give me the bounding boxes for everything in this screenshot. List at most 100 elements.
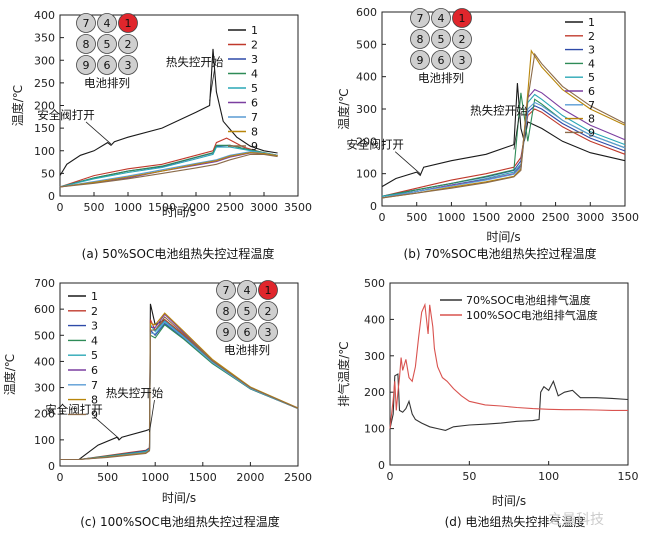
x-tick-label: 3000 [250, 201, 278, 214]
y-tick-label: 300 [356, 103, 377, 116]
legend-label: 70%SOC电池组排气温度 [466, 293, 591, 307]
legend-label: 1 [588, 16, 595, 29]
battery-cell [216, 322, 236, 342]
panel-caption: (a) 50%SOC电池组热失控过程温度 [82, 246, 275, 261]
annotation-label: 热失控开始 [166, 55, 224, 69]
x-tick-label: 0 [57, 471, 64, 484]
y-tick-label: 500 [356, 38, 377, 51]
x-tick-label: 1500 [472, 211, 500, 224]
x-axis-title: 时间/s [486, 230, 520, 244]
battery-cell [76, 34, 96, 54]
chart-panel-a: 0 500 1000 1500 2000 2500 3000 3500 0 50 100 150 200… [10, 9, 312, 261]
battery-cell-number: 5 [244, 305, 251, 318]
battery-cell-number: 6 [104, 59, 111, 72]
y-tick-label: 400 [364, 313, 385, 326]
x-tick-label: 500 [84, 201, 105, 214]
y-tick-label: 200 [34, 408, 55, 421]
battery-cell-number: 9 [417, 54, 424, 67]
battery-cell-number: 4 [104, 17, 111, 30]
y-tick-label: 200 [364, 386, 385, 399]
x-tick-label: 3500 [611, 211, 639, 224]
y-axis-title: 温度/℃ [10, 85, 25, 127]
y-tick-label: 150 [34, 122, 55, 135]
battery-cell [431, 50, 451, 70]
series-line-2 [389, 302, 628, 429]
battery-cell [431, 29, 451, 49]
battery-cell [452, 29, 472, 49]
battery-cell [216, 280, 236, 300]
legend-label: 9 [91, 408, 98, 421]
panel-caption: (c) 100%SOC电池组热失控过程温度 [80, 514, 280, 529]
x-axis-title: 时间/s [162, 491, 196, 505]
y-axis-title: 温度/℃ [2, 354, 17, 396]
legend-label: 4 [588, 57, 595, 70]
battery-cell [410, 50, 430, 70]
battery-cell-number: 5 [438, 33, 445, 46]
annotation-arrow [209, 68, 215, 102]
panel-caption: (d) 电池组热失控排气温度 [445, 514, 586, 529]
chart-panel-b: 0 500 1000 1500 2000 2500 3000 3500010020030040… [336, 6, 639, 261]
legend-label: 5 [251, 82, 258, 95]
legend-label: 6 [588, 85, 595, 98]
annotation-arrow [513, 117, 520, 150]
y-tick-label: 250 [34, 77, 55, 90]
annotation-label: 热失控开始 [106, 386, 164, 400]
battery-cell [258, 280, 278, 300]
battery-grid-label: 电池排列 [84, 76, 130, 90]
y-tick-label: 100 [34, 145, 55, 158]
battery-cell [118, 34, 138, 54]
legend-label: 8 [251, 126, 258, 139]
battery-cell-number: 7 [83, 17, 90, 30]
battery-cell [97, 34, 117, 54]
y-tick-label: 400 [34, 9, 55, 22]
battery-grid-label: 电池排列 [418, 71, 464, 85]
series-line-4 [59, 144, 278, 188]
x-tick-label: 2500 [216, 201, 244, 214]
battery-cell [410, 8, 430, 28]
legend-label: 3 [91, 320, 98, 333]
legend-label: 100%SOC电池组排气温度 [466, 308, 598, 322]
y-tick-label: 300 [364, 350, 385, 363]
x-tick-label: 500 [406, 211, 427, 224]
annotation-arrow [85, 121, 112, 145]
battery-cell-number: 6 [438, 54, 445, 67]
legend-label: 4 [91, 334, 98, 347]
annotation-arrow [394, 151, 421, 174]
battery-cell-number: 8 [83, 38, 90, 51]
battery-cell-number: 2 [265, 305, 272, 318]
series-line-5 [59, 146, 278, 188]
battery-cell-number: 1 [459, 12, 466, 25]
x-tick-label: 3500 [284, 201, 312, 214]
x-tick-label: 0 [387, 470, 394, 483]
battery-cell-number: 7 [417, 12, 424, 25]
y-tick-label: 0 [370, 200, 377, 213]
legend-label: 6 [251, 97, 258, 110]
battery-cell [237, 280, 257, 300]
battery-cell [431, 8, 451, 28]
battery-cell [216, 301, 236, 321]
y-tick-label: 700 [34, 277, 55, 290]
y-tick-label: 100 [34, 434, 55, 447]
series-line-1 [381, 83, 626, 188]
legend-label: 4 [251, 68, 258, 81]
y-tick-label: 500 [364, 277, 385, 290]
battery-cell-number: 2 [125, 38, 132, 51]
series-line-8 [59, 152, 278, 188]
battery-cell-number: 9 [223, 326, 230, 339]
battery-cell [237, 322, 257, 342]
annotation-label: 安全阀打开 [346, 138, 404, 152]
legend-label: 3 [588, 44, 595, 57]
x-axis-title: 时间/s [162, 205, 196, 219]
series-line-9 [60, 316, 299, 461]
series-line-2 [59, 137, 278, 188]
legend-label: 8 [91, 394, 98, 407]
y-axis-title: 排气温度/℃ [336, 341, 351, 407]
battery-grid-label: 电池排列 [224, 343, 270, 357]
legend-label: 8 [588, 113, 595, 126]
legend-label: 5 [588, 71, 595, 84]
y-tick-label: 0 [378, 459, 385, 472]
x-tick-label: 1000 [141, 471, 169, 484]
x-axis-title: 时间/s [492, 494, 526, 508]
y-tick-label: 300 [34, 54, 55, 67]
battery-cell [97, 13, 117, 33]
